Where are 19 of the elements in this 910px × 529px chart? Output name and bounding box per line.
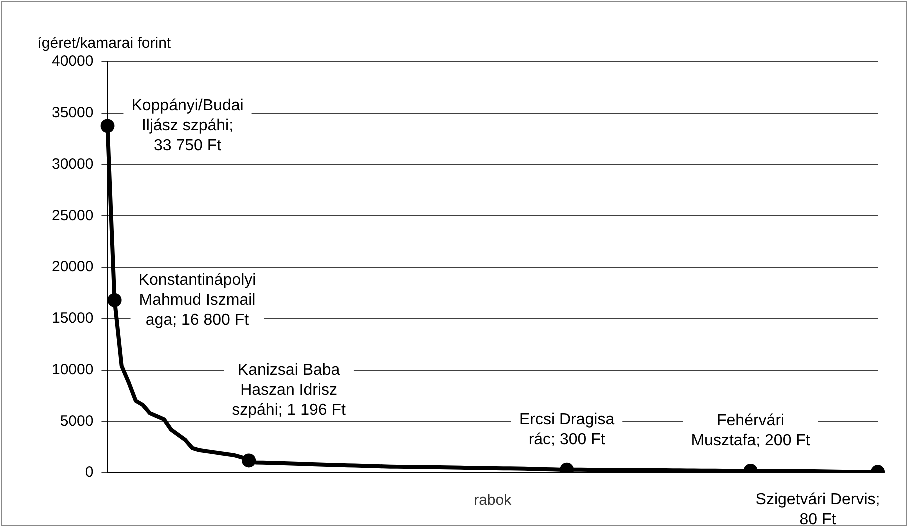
y-tick-label: 15000 — [52, 310, 94, 328]
y-axis-title: ígéret/kamarai forint — [38, 35, 172, 52]
point — [100, 119, 115, 134]
y-tick-label: 25000 — [52, 207, 94, 224]
y-tick-label: 5000 — [60, 412, 94, 430]
data-label: Ercsi Dragisa rác; 300 Ft — [519, 411, 615, 448]
y-tick-label: 40000 — [52, 53, 94, 70]
x-axis-title: rabok — [474, 492, 512, 510]
data-label: Szigetvári Dervis; 80 Ft — [756, 492, 880, 529]
data-label: Fehérvári Musztafa; 200 Ft — [691, 412, 811, 450]
data-label: Koppányi/Budai Iljász szpáhi; 33 750 Ft — [132, 98, 244, 155]
point — [108, 293, 122, 308]
y-tick-label: 20000 — [52, 258, 94, 276]
y-tick-label: 30000 — [52, 156, 94, 173]
data-label: Konstantinápolyi Mahmud Iszmail aga; 16 800 Ft — [138, 272, 256, 329]
y-tick-label: 0 — [85, 464, 94, 482]
y-tick-label: 10000 — [52, 361, 94, 378]
data-label: Kanizsai Baba Haszan Idrisz szpáhi; 1 196 Ft — [232, 362, 347, 420]
y-tick-label: 35000 — [52, 104, 94, 122]
